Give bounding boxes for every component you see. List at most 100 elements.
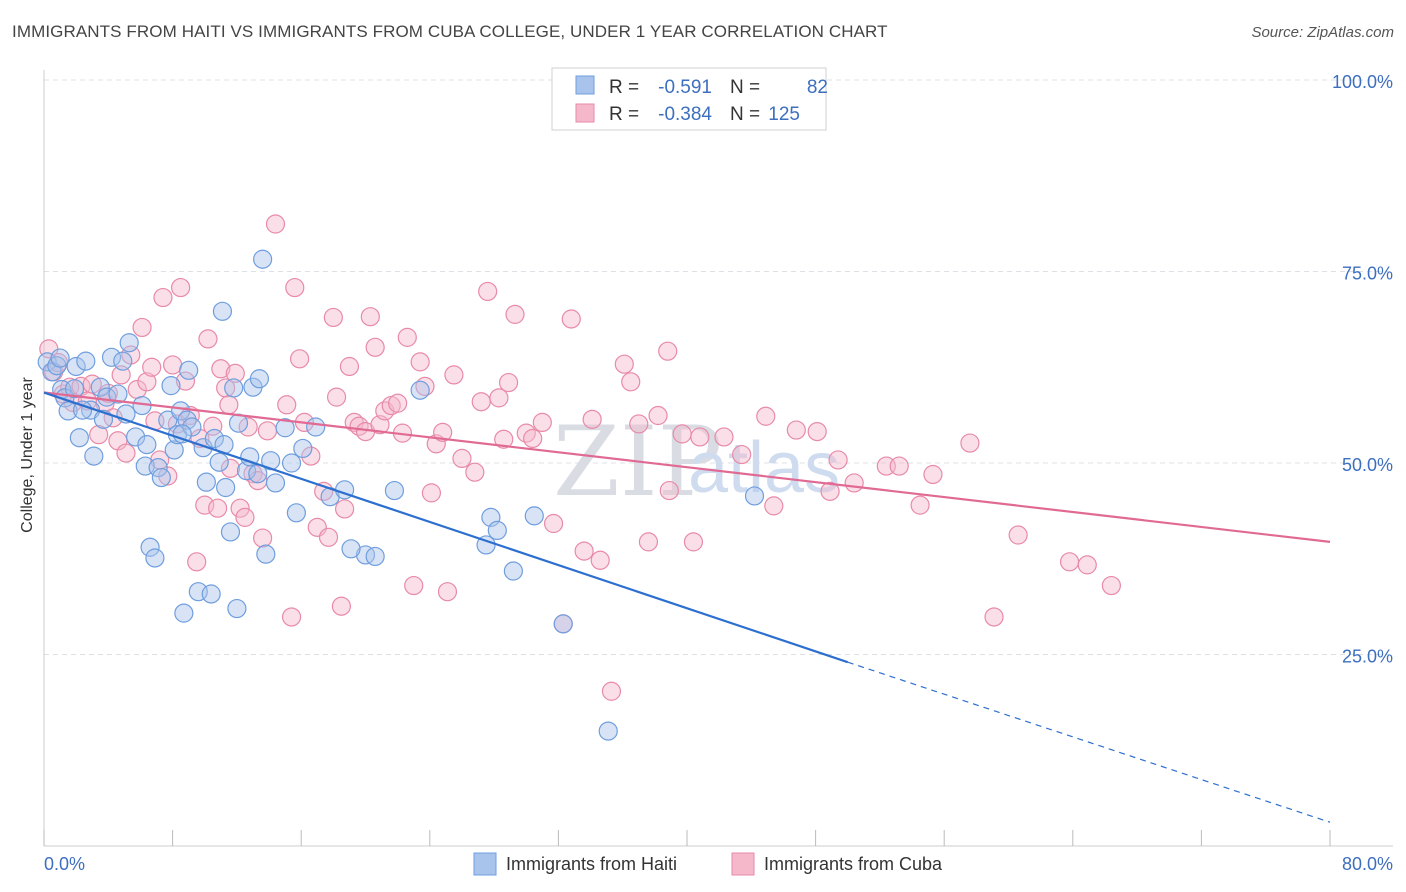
- series-haiti-points: [37, 249, 765, 741]
- cuba-point: [404, 575, 424, 596]
- haiti-point: [101, 347, 122, 367]
- axes: [43, 70, 1393, 847]
- y-tick-label-25: 25.0%: [1342, 647, 1393, 667]
- haiti-point: [161, 376, 181, 396]
- cuba-point: [153, 287, 173, 308]
- cuba-point: [621, 372, 641, 392]
- haiti-point: [140, 537, 160, 557]
- cuba-point: [444, 365, 464, 385]
- cuba-point: [265, 214, 286, 234]
- cuba-point: [690, 427, 710, 447]
- haiti-point: [487, 520, 507, 541]
- y-axis-label: College, Under 1 year: [19, 377, 36, 533]
- y-tick-label-50: 50.0%: [1342, 455, 1393, 475]
- haiti-point: [137, 435, 157, 455]
- cuba-point: [1077, 555, 1097, 575]
- haiti-point: [113, 351, 133, 371]
- cuba-point: [289, 349, 310, 369]
- cuba-point: [683, 532, 704, 552]
- watermark: ZIP atlas: [553, 406, 840, 518]
- haiti-point: [58, 401, 78, 421]
- legend-n-label-cuba: N =: [730, 104, 760, 125]
- legend-n-value-cuba: 125: [768, 104, 800, 125]
- cuba-point: [658, 341, 678, 361]
- legend-r-value-haiti: -0.591: [658, 77, 712, 98]
- cuba-point: [714, 427, 734, 447]
- legend-swatch-haiti: [575, 75, 595, 95]
- bottom-legend-swatch-cuba: [731, 852, 755, 876]
- haiti-point: [293, 438, 313, 459]
- cuba-point: [111, 365, 131, 385]
- cuba-point: [175, 371, 196, 391]
- haiti-point: [249, 369, 270, 389]
- cuba-point: [505, 304, 525, 324]
- cuba-point: [820, 481, 840, 501]
- cuba-point: [828, 450, 848, 470]
- haiti-point: [553, 614, 573, 634]
- cuba-point: [230, 498, 250, 518]
- haiti-point: [216, 477, 236, 498]
- cuba-point: [582, 409, 602, 429]
- cuba-point: [277, 395, 297, 415]
- cuba-point: [638, 532, 659, 552]
- haiti-point: [265, 473, 286, 493]
- trend-lines: [43, 391, 1331, 823]
- stats-legend: R = -0.591 N = 82 R = -0.384 N = 125: [551, 67, 828, 131]
- cuba-point: [648, 405, 668, 426]
- cuba-point: [238, 417, 258, 437]
- cuba-point: [203, 416, 223, 436]
- cuba-point: [326, 387, 347, 407]
- cuba-point: [498, 372, 519, 393]
- haiti-point: [119, 333, 139, 353]
- cuba-point: [732, 444, 752, 465]
- haiti-trend-line-extension: [847, 661, 1331, 823]
- haiti-point: [286, 503, 306, 523]
- haiti-point: [66, 356, 86, 377]
- haiti-point: [212, 301, 233, 321]
- legend-r-label-haiti: R =: [609, 77, 639, 98]
- haiti-point: [524, 506, 544, 526]
- grid-lines: [44, 79, 1393, 655]
- haiti-point: [306, 417, 326, 437]
- haiti-point: [37, 352, 57, 372]
- cuba-point: [1101, 575, 1121, 596]
- haiti-point: [201, 584, 221, 604]
- haiti-point: [227, 598, 247, 619]
- cuba-point: [388, 393, 408, 413]
- legend-r-label-cuba: R =: [609, 104, 639, 125]
- cuba-point: [590, 550, 610, 570]
- haiti-point: [174, 603, 194, 623]
- cuba-point: [516, 423, 536, 443]
- cuba-trend-line: [43, 391, 1331, 543]
- haiti-point: [598, 721, 618, 741]
- stats-legend-box: [551, 67, 827, 131]
- haiti-point: [275, 418, 295, 438]
- cuba-point: [253, 528, 273, 548]
- cuba-point: [235, 507, 255, 527]
- haiti-point: [209, 452, 229, 472]
- cuba-point: [410, 352, 430, 372]
- cuba-point: [318, 527, 339, 547]
- cuba-point: [219, 395, 239, 415]
- haiti-point: [90, 377, 110, 397]
- cuba-point: [301, 446, 321, 466]
- haiti-point: [256, 544, 276, 564]
- cuba-point: [452, 448, 472, 469]
- cuba-point: [285, 277, 305, 298]
- cuba-point: [137, 372, 157, 392]
- series-cuba-points: [39, 214, 1121, 701]
- haiti-point: [164, 440, 184, 460]
- haiti-point: [410, 380, 430, 400]
- cuba-point: [659, 480, 679, 501]
- haiti-point: [220, 522, 241, 542]
- cuba-point: [211, 359, 231, 379]
- cuba-point: [910, 495, 930, 515]
- bottom-legend-label-haiti: Immigrants from Haiti: [506, 854, 677, 874]
- haiti-point: [365, 546, 385, 567]
- haiti-point: [196, 472, 216, 492]
- cuba-point: [523, 428, 543, 449]
- cuba-point: [489, 388, 509, 408]
- haiti-point: [108, 384, 128, 404]
- haiti-point: [145, 548, 165, 568]
- cuba-point: [339, 356, 360, 377]
